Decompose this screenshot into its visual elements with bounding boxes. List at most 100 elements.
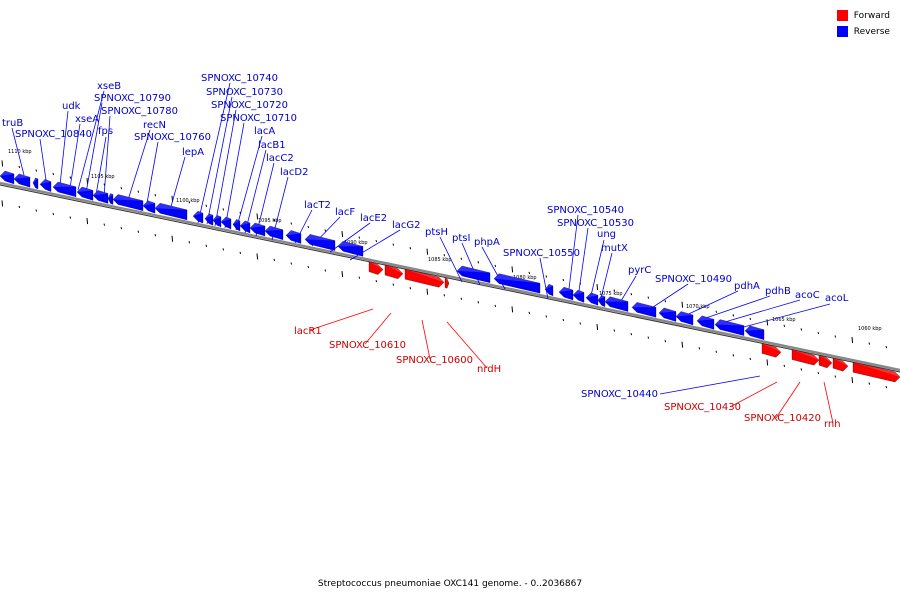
gene-label[interactable]: SPNOXC_10840	[15, 129, 92, 140]
legend-forward-label: Forward	[853, 10, 890, 21]
gene-label[interactable]: lacA	[254, 126, 275, 137]
gene-label[interactable]: SPNOXC_10760	[134, 132, 211, 143]
gene-label[interactable]: SPNOXC_10740	[201, 73, 278, 84]
ruler-tick	[35, 169, 38, 172]
ruler-tick	[885, 345, 888, 349]
ruler-label: 1060 kbp	[858, 326, 882, 332]
gene-label[interactable]: lacD2	[280, 167, 308, 178]
ruler-label: 1105 kbp	[91, 174, 115, 180]
gene-label[interactable]: truB	[2, 118, 23, 129]
gene-label[interactable]: pdhA	[734, 281, 760, 292]
ruler-label: 1110 kbp	[8, 149, 32, 155]
reverse-gene-arrow	[285, 230, 302, 244]
ruler-tick	[800, 328, 803, 331]
ruler-tick	[613, 289, 616, 292]
ruler-tick	[324, 269, 327, 272]
gene-label[interactable]: recN	[143, 120, 166, 131]
gene-label[interactable]: SPNOXC_10610	[329, 340, 406, 351]
gene-arrow-highlight	[265, 226, 283, 232]
gene-arrow-highlight	[250, 222, 265, 228]
gene-arrow-highlight	[53, 182, 76, 188]
forward-callout-line	[823, 381, 834, 424]
gene-label[interactable]: SPNOXC_10440	[581, 389, 658, 400]
genome-backbone-shadow	[0, 184, 900, 373]
ruler-tick	[579, 322, 582, 325]
ruler-tick	[494, 304, 497, 307]
ruler-label: 1080 kbp	[513, 275, 537, 281]
gene-label[interactable]: nrdH	[477, 364, 501, 375]
gene-label[interactable]: lepA	[182, 147, 204, 158]
ruler-tick	[341, 231, 344, 238]
gene-arrow-highlight	[445, 277, 449, 284]
ruler-tick	[596, 283, 599, 291]
ruler-tick	[222, 248, 225, 251]
gene-label[interactable]: phpA	[474, 237, 500, 248]
gene-label[interactable]: lacR1	[294, 326, 322, 337]
gene-label[interactable]: lacC2	[266, 153, 294, 164]
gene-callouts	[11, 82, 834, 424]
reverse-gene-arrow	[675, 311, 694, 326]
ruler-tick	[630, 292, 633, 296]
gene-label[interactable]: xseB	[97, 81, 121, 92]
gene-label[interactable]: SPNOXC_10790	[94, 93, 171, 104]
ruler-tick	[290, 222, 293, 225]
gene-label[interactable]: SPNOXC_10600	[396, 355, 473, 366]
reverse-callout-line	[439, 236, 463, 283]
gene-label[interactable]: rnh	[824, 419, 841, 430]
reverse-callout-line	[599, 252, 613, 303]
gene-arrow-highlight	[155, 203, 187, 210]
gene-label[interactable]: pdhB	[765, 286, 791, 297]
gene-label[interactable]: ptsH	[425, 227, 448, 238]
ruler-tick	[630, 332, 633, 336]
ruler-tick	[426, 288, 429, 295]
reverse-callout-line	[224, 122, 245, 229]
reverse-callout-line	[539, 257, 549, 300]
gene-label[interactable]: ung	[597, 229, 616, 240]
ruler-tick	[613, 329, 616, 332]
ruler-tick	[239, 251, 242, 255]
gene-label[interactable]: mutX	[601, 243, 628, 254]
gene-label[interactable]: SPNOXC_10710	[220, 113, 297, 124]
gene-arrow-highlight	[545, 284, 553, 290]
gene-label[interactable]: udk	[62, 101, 81, 112]
gene-arrow-highlight	[108, 193, 113, 199]
gene-label[interactable]: pyrC	[628, 265, 651, 276]
gene-label[interactable]: acoC	[795, 290, 820, 301]
gene-label[interactable]: lacF	[335, 207, 355, 218]
gene-label[interactable]: ptsI	[452, 233, 470, 244]
gene-label[interactable]: SPNOXC_10430	[664, 402, 741, 413]
ruler-tick	[256, 213, 259, 220]
gene-label[interactable]: fps	[98, 126, 113, 137]
gene-arrow-highlight	[605, 296, 628, 302]
reverse-callout-line	[659, 375, 761, 395]
map-caption: Streptococcus pneumoniae OXC141 genome. …	[317, 579, 583, 589]
gene-label[interactable]: SPNOXC_10730	[206, 87, 283, 98]
gene-label[interactable]: SPNOXC_10540	[547, 205, 624, 216]
gene-label[interactable]: acoL	[825, 293, 849, 304]
gene-label[interactable]: SPNOXC_10720	[211, 100, 288, 111]
ruler-tick	[545, 275, 548, 278]
forward-callout-line	[775, 381, 801, 419]
ruler-tick	[698, 347, 701, 350]
gene-label[interactable]: lacT2	[304, 200, 331, 211]
reverse-gene-arrow	[264, 225, 284, 241]
gene-label[interactable]: SPNOXC_10530	[557, 218, 634, 229]
gene-label[interactable]: SPNOXC_10550	[503, 248, 580, 259]
gene-label[interactable]: SPNOXC_10490	[655, 274, 732, 285]
gene-arrow-highlight	[213, 215, 221, 221]
forward-gene-arrow	[832, 357, 849, 372]
gene-arrow-highlight	[286, 230, 301, 236]
ruler-tick	[69, 216, 72, 219]
gene-arrow-highlight	[338, 241, 363, 247]
reverse-gene-arrow	[304, 234, 336, 251]
ruler-tick	[205, 204, 208, 207]
gene-label[interactable]: lacB1	[258, 140, 286, 151]
gene-label[interactable]: xseA	[75, 114, 99, 125]
gene-label[interactable]: lacG2	[392, 220, 421, 231]
gene-label[interactable]: SPNOXC_10780	[101, 106, 178, 117]
reverse-callout-line	[235, 135, 263, 231]
gene-label[interactable]: lacE2	[360, 213, 387, 224]
reverse-gene-arrow	[714, 319, 745, 336]
ruler-tick	[732, 354, 735, 357]
gene-label[interactable]: SPNOXC_10420	[744, 413, 821, 424]
